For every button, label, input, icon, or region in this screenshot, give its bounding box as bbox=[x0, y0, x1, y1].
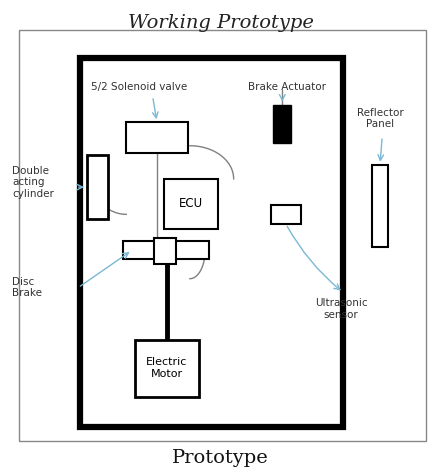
FancyBboxPatch shape bbox=[80, 58, 343, 427]
FancyBboxPatch shape bbox=[271, 205, 301, 224]
Text: ECU: ECU bbox=[179, 197, 203, 210]
FancyBboxPatch shape bbox=[372, 165, 389, 248]
Text: Reflector
Panel: Reflector Panel bbox=[357, 108, 404, 129]
FancyBboxPatch shape bbox=[273, 105, 292, 143]
Text: Working Prototype: Working Prototype bbox=[127, 14, 314, 32]
FancyBboxPatch shape bbox=[87, 155, 108, 219]
Text: Brake Actuator: Brake Actuator bbox=[248, 82, 325, 92]
Text: Electric
Motor: Electric Motor bbox=[146, 357, 187, 379]
Text: Prototype: Prototype bbox=[172, 449, 269, 467]
Text: Double
acting
cylinder: Double acting cylinder bbox=[12, 166, 54, 199]
FancyBboxPatch shape bbox=[123, 241, 209, 259]
FancyBboxPatch shape bbox=[154, 238, 176, 264]
Text: Ultrasonic
sensor: Ultrasonic sensor bbox=[315, 298, 367, 320]
Text: 5/2 Solenoid valve: 5/2 Solenoid valve bbox=[91, 82, 187, 92]
FancyBboxPatch shape bbox=[19, 30, 426, 441]
FancyBboxPatch shape bbox=[135, 340, 198, 397]
FancyBboxPatch shape bbox=[164, 179, 218, 228]
Text: Disc
Brake: Disc Brake bbox=[12, 277, 42, 298]
FancyBboxPatch shape bbox=[126, 122, 187, 153]
